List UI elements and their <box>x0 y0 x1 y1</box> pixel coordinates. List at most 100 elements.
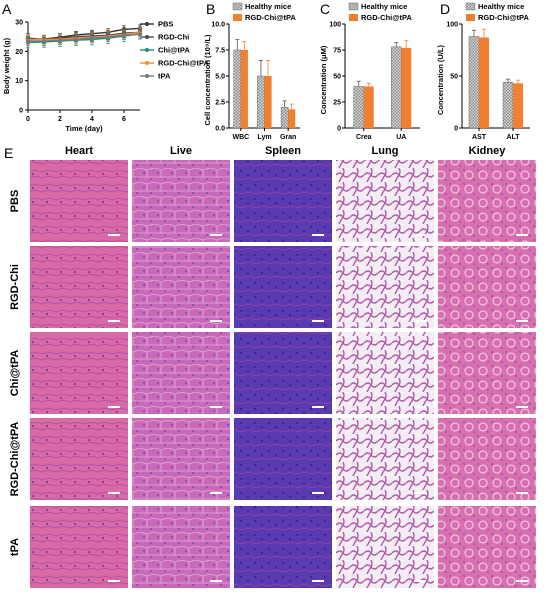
chart-a-legend-label: Chi@tPA <box>158 46 190 55</box>
histology-image-lung <box>336 418 434 500</box>
chart-b-bar <box>288 109 296 128</box>
histology-image-live <box>132 332 230 414</box>
chart-b-ytick-label: 2.5 <box>215 100 225 107</box>
chart-d-legend-swatch <box>466 14 475 21</box>
chart-a-ytick-label: 30 <box>15 20 23 27</box>
chart-a-body-weight: 0 10 20 30 0 2 4 6 Time (day) Body weight (g) PBS R… <box>2 20 210 134</box>
chart-a-xtick-label: 0 <box>26 116 30 123</box>
histology-column-label: Live <box>170 145 192 157</box>
histology-image-live <box>132 506 230 588</box>
histology-row-label: Chi@tPA <box>9 350 21 397</box>
chart-c-ylabel: Concentration (μM) <box>319 45 328 114</box>
chart-d-liver-function: 0 50 100 Concentration (U/L) AST ALT Healthy m… <box>436 2 530 141</box>
chart-c-ytick-label: 75 <box>333 48 341 55</box>
chart-c-bar <box>391 46 402 129</box>
chart-c-bar <box>353 86 364 129</box>
histology-grid: Heart Live Spleen Lung Kidney PBS RGD-Chi Chi@t… <box>9 145 536 588</box>
histology-image-lung <box>336 332 434 414</box>
histology-row-label: tPA <box>9 538 21 556</box>
chart-c-bar <box>363 86 374 128</box>
chart-a-legend-label: RGD-Chi <box>158 33 189 42</box>
chart-a-ytick-label: 10 <box>15 78 23 85</box>
chart-a-ytick-label: 20 <box>15 49 23 56</box>
chart-b-ytick-label: 10.0 <box>211 22 225 29</box>
chart-c-ytick-label: 100 <box>329 22 341 29</box>
histology-column-label: Spleen <box>265 145 301 157</box>
chart-c-category-label: UA <box>396 134 406 141</box>
chart-c-legend-swatch <box>349 14 358 21</box>
chart-b-ytick-label: 7.5 <box>215 48 225 55</box>
histology-image-lung <box>336 246 434 328</box>
chart-d-bar <box>468 36 480 129</box>
chart-c-ytick-label: 50 <box>333 74 341 81</box>
histology-image-heart <box>30 506 128 588</box>
chart-a-point <box>105 34 111 40</box>
chart-a-point <box>137 31 143 37</box>
chart-c-kidney-function: 0 25 50 75 100 Concentration (μM) Crea UA Health… <box>319 2 420 141</box>
histology-image-kidney <box>438 160 536 242</box>
histology-image-heart <box>30 418 128 500</box>
chart-c-category-label: Crea <box>356 134 372 141</box>
histology-image-live <box>132 418 230 500</box>
histology-image-live <box>132 160 230 242</box>
chart-d-category-label: ALT <box>506 134 520 141</box>
chart-b-ylabel: Cell concentration (10⁹/L) <box>203 34 212 126</box>
histology-row-label: RGD-Chi@tPA <box>9 422 21 497</box>
chart-c-bar <box>401 47 412 128</box>
histology-image-lung <box>336 506 434 588</box>
chart-a-legend-label: PBS <box>158 20 173 29</box>
chart-d-ylabel: Concentration (U/L) <box>436 45 445 115</box>
histology-image-spleen <box>234 418 332 500</box>
chart-b-legend-swatch <box>232 2 243 11</box>
chart-b-bar <box>240 50 248 128</box>
histology-image-kidney <box>438 418 536 500</box>
chart-a-ytick-label: 0 <box>19 108 23 115</box>
panel-letter-d: D <box>440 1 450 17</box>
chart-a-point <box>73 37 79 43</box>
chart-b-legend-swatch <box>233 14 242 21</box>
histology-image-kidney <box>438 246 536 328</box>
chart-d-ytick-label: 100 <box>446 22 458 29</box>
chart-b-bar <box>257 75 265 129</box>
histology-image-heart <box>30 246 128 328</box>
histology-image-live <box>132 246 230 328</box>
histology-image-lung <box>336 160 434 242</box>
chart-c-legend-label: Healthy mice <box>361 2 407 11</box>
chart-d-bar <box>479 37 489 128</box>
chart-d-legend-label: RGD-Chi@tPA <box>478 13 530 22</box>
chart-d-legend-label: Healthy mice <box>478 2 524 11</box>
histology-row-label: PBS <box>9 190 21 213</box>
histology-image-kidney <box>438 332 536 414</box>
chart-b-bar <box>280 106 289 129</box>
chart-a-xtick-label: 2 <box>58 116 62 123</box>
histology-column-label: Kidney <box>469 145 507 157</box>
chart-a-xtick-label: 6 <box>122 116 126 123</box>
chart-d-ytick-label: 50 <box>450 74 458 81</box>
panel-letter-b: B <box>206 1 215 17</box>
chart-c-legend-swatch <box>348 2 359 11</box>
chart-d-bar <box>513 83 523 128</box>
chart-a-xtick-label: 4 <box>90 116 94 123</box>
chart-a-series-line-2 <box>27 33 141 44</box>
histology-image-heart <box>30 160 128 242</box>
chart-d-legend-swatch <box>465 2 476 11</box>
chart-c-legend-label: RGD-Chi@tPA <box>361 13 413 22</box>
histology-column-label: Lung <box>372 145 399 157</box>
chart-b-category-label: Lym <box>257 134 271 141</box>
histology-image-kidney <box>438 506 536 588</box>
chart-b-bar <box>264 76 272 128</box>
chart-a-legend-marker <box>145 74 149 78</box>
panel-letter-a: A <box>2 1 12 17</box>
chart-a-point <box>41 38 47 44</box>
histology-image-spleen <box>234 160 332 242</box>
chart-d-ytick-label: 0 <box>454 126 458 133</box>
histology-image-heart <box>30 332 128 414</box>
chart-d-category-label: AST <box>472 134 487 141</box>
chart-a-legend-marker <box>145 35 149 39</box>
chart-b-legend-label: RGD-Chi@tPA <box>245 13 297 22</box>
histology-row-label: RGD-Chi <box>9 264 21 310</box>
chart-a-legend-label: RGD-Chi@tPA <box>158 59 210 68</box>
chart-a-legend-marker <box>145 61 149 65</box>
